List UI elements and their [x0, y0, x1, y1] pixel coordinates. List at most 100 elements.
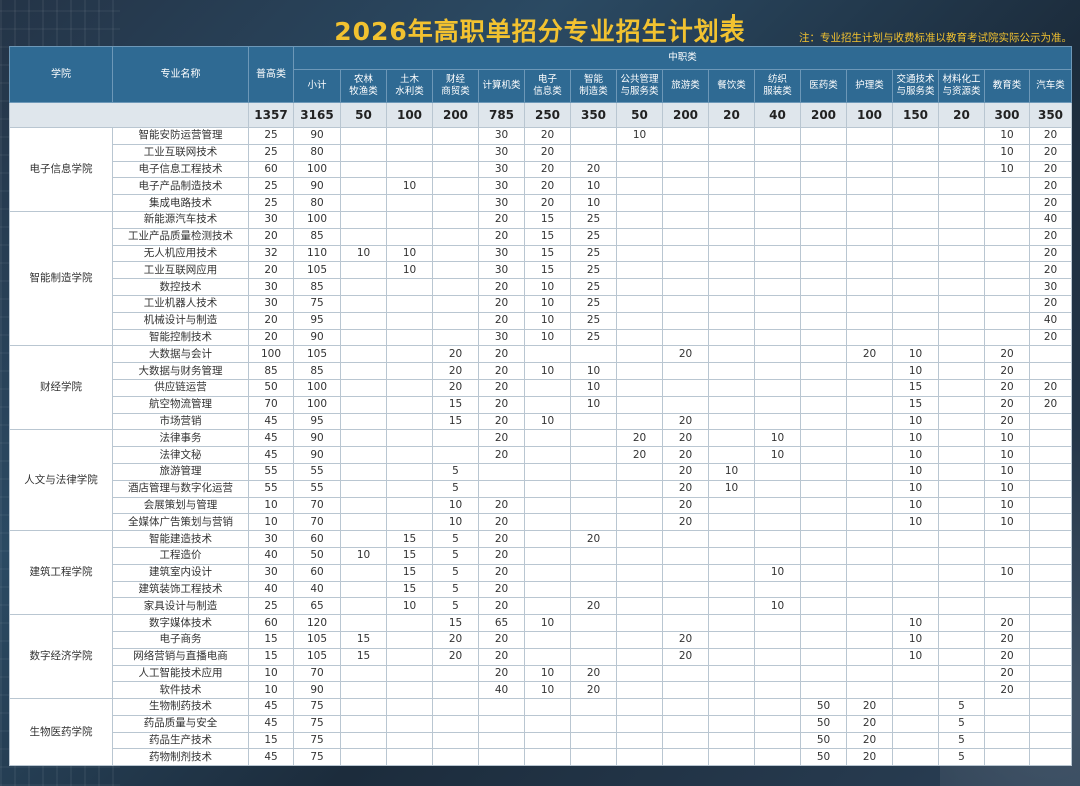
total-cell: 3165 [293, 102, 341, 128]
quota-cell: 15 [248, 630, 294, 649]
quota-cell [524, 378, 571, 397]
quota-cell: 15 [524, 227, 571, 246]
quota-cell: 30 [248, 278, 294, 296]
quota-cell [616, 563, 663, 582]
quota-cell: 30 [248, 294, 294, 313]
quota-cell [708, 177, 755, 196]
table-row: 工业互联网应用 20 105 10 30 15 25 20 [10, 261, 1072, 280]
quota-cell [524, 546, 571, 565]
quota-cell [616, 647, 663, 666]
quota-cell: 50 [248, 378, 294, 397]
quota-cell [708, 261, 755, 280]
quota-cell [386, 513, 433, 532]
quota-cell [340, 597, 387, 616]
quota-cell [800, 681, 847, 700]
quota-cell [340, 294, 387, 313]
quota-cell [938, 143, 985, 162]
quota-cell: 30 [478, 127, 525, 145]
quota-cell [616, 496, 663, 515]
quota-cell: 5 [432, 597, 479, 616]
quota-cell [616, 160, 663, 179]
quota-cell [846, 530, 893, 548]
quota-cell [984, 328, 1030, 347]
quota-cell [984, 294, 1030, 313]
major-name: 网络营销与直播电商 [112, 647, 249, 666]
quota-cell [892, 194, 939, 212]
quota-cell: 25 [248, 597, 294, 616]
quota-cell [708, 546, 755, 565]
quota-cell: 70 [248, 395, 294, 414]
quota-cell: 30 [478, 160, 525, 179]
quota-cell [892, 227, 939, 246]
quota-cell: 25 [570, 328, 617, 347]
quota-cell: 20 [984, 395, 1030, 414]
quota-cell [754, 479, 801, 498]
quota-cell: 20 [570, 664, 617, 683]
quota-cell [432, 160, 479, 179]
quota-cell: 45 [248, 412, 294, 431]
quota-cell: 30 [248, 530, 294, 548]
quota-cell [708, 580, 755, 599]
total-cell: 200 [800, 102, 847, 128]
quota-cell [662, 530, 709, 548]
quota-cell [984, 748, 1030, 767]
quota-cell [754, 143, 801, 162]
quota-cell [386, 681, 433, 700]
quota-cell [662, 362, 709, 380]
quota-cell [570, 614, 617, 632]
quota-cell: 75 [293, 294, 341, 313]
quota-cell: 20 [984, 664, 1030, 683]
quota-cell: 10 [386, 244, 433, 263]
quota-cell: 10 [892, 362, 939, 380]
quota-cell [662, 681, 709, 700]
quota-cell [846, 210, 893, 229]
major-name: 集成电路技术 [112, 194, 249, 212]
quota-cell: 5 [432, 546, 479, 565]
quota-cell [386, 378, 433, 397]
quota-cell [386, 328, 433, 347]
quota-cell: 10 [754, 597, 801, 616]
quota-cell: 30 [478, 177, 525, 196]
quota-cell [386, 614, 433, 632]
quota-cell [892, 127, 939, 145]
quota-cell [1029, 362, 1072, 380]
quota-cell: 10 [984, 479, 1030, 498]
quota-cell [662, 244, 709, 263]
quota-cell [708, 446, 755, 464]
quota-cell [386, 278, 433, 296]
quota-cell: 10 [892, 647, 939, 666]
quota-cell: 20 [662, 479, 709, 498]
quota-cell [616, 227, 663, 246]
quota-cell [800, 143, 847, 162]
quota-cell [708, 278, 755, 296]
quota-cell [662, 294, 709, 313]
quota-cell [1029, 530, 1072, 548]
quota-cell: 20 [478, 429, 525, 448]
quota-cell [432, 328, 479, 347]
quota-cell [386, 227, 433, 246]
quota-cell: 20 [478, 345, 525, 364]
quota-cell [708, 681, 755, 700]
quota-cell: 60 [248, 614, 294, 632]
quota-cell [386, 294, 433, 313]
quota-cell [662, 698, 709, 716]
quota-cell: 10 [984, 160, 1030, 179]
quota-cell: 100 [293, 395, 341, 414]
quota-cell: 10 [570, 177, 617, 196]
college-name: 智能制造学院 [9, 210, 113, 347]
quota-cell [754, 412, 801, 431]
quota-cell [892, 597, 939, 616]
quota-cell [708, 210, 755, 229]
quota-cell [984, 698, 1030, 716]
major-name: 数控技术 [112, 278, 249, 296]
quota-cell [708, 714, 755, 733]
quota-cell: 20 [1029, 378, 1072, 397]
quota-cell [754, 160, 801, 179]
major-name: 全媒体广告策划与营销 [112, 513, 249, 532]
quota-cell [1029, 496, 1072, 515]
quota-cell [984, 731, 1030, 750]
quota-cell: 20 [662, 429, 709, 448]
total-cell: 50 [340, 102, 387, 128]
quota-cell [1029, 748, 1072, 767]
quota-cell [432, 664, 479, 683]
